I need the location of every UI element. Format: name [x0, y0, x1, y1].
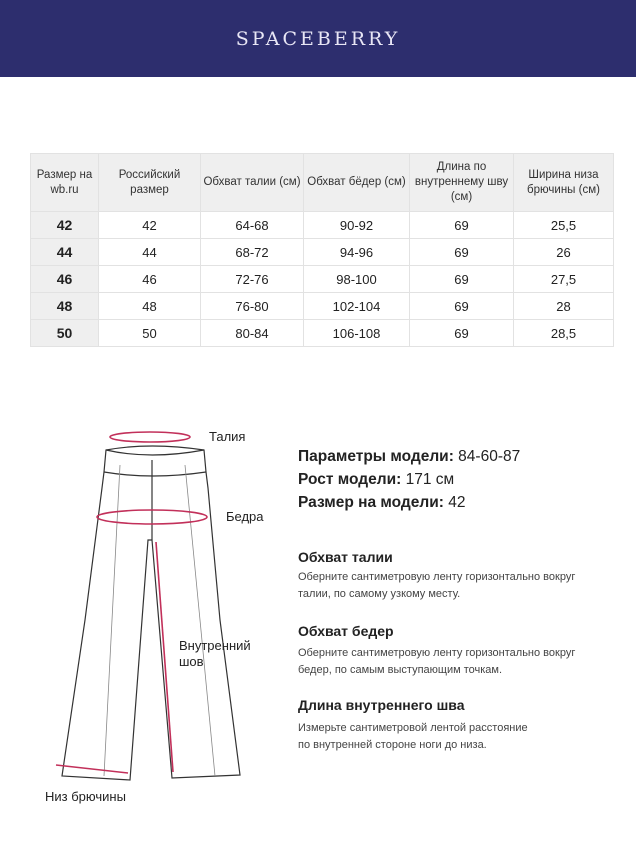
table-cell: 28 [513, 292, 614, 320]
label-waist: Талия [209, 429, 246, 444]
instr-hips-line1: Оберните сантиметровую ленту горизонталь… [298, 647, 576, 659]
instr-waist-line2: талии, по самому узкому месту. [298, 588, 461, 600]
column-header: Размер на wb.ru [30, 153, 99, 212]
table-row: 42 42 64-68 90-92 69 25,5 [30, 211, 614, 239]
table-cell: 44 [30, 238, 99, 266]
column-header: Обхват бёдер (см) [303, 153, 410, 212]
table-cell: 72-76 [200, 265, 304, 293]
table-row: 48 48 76-80 102-104 69 28 [30, 292, 614, 320]
table-cell: 42 [98, 211, 201, 239]
table-cell: 46 [30, 265, 99, 293]
table-cell: 28,5 [513, 319, 614, 347]
table-row: 50 50 80-84 106-108 69 28,5 [30, 319, 614, 347]
label-inseam-1: Внутренний [179, 638, 251, 653]
table-cell: 27,5 [513, 265, 614, 293]
table-cell: 69 [409, 265, 514, 293]
table-cell: 98-100 [303, 265, 410, 293]
table-row: 46 46 72-76 98-100 69 27,5 [30, 265, 614, 293]
column-header: Ширина низа брючины (см) [513, 153, 614, 212]
model-height: Рост модели: 171 см [298, 471, 454, 489]
column-header: Длина по внутреннему шву (см) [409, 153, 514, 212]
table-row: 44 44 68-72 94-96 69 26 [30, 238, 614, 266]
table-cell: 94-96 [303, 238, 410, 266]
table-cell: 50 [30, 319, 99, 347]
pants-diagram [55, 431, 241, 781]
instr-inseam-line2: по внутренней стороне ноги до низа. [298, 739, 487, 751]
table-cell: 48 [98, 292, 201, 320]
model-size-label: Размер на модели: [298, 494, 444, 511]
brand-logo: SPACEBERRY [235, 28, 401, 50]
instr-hips-title: Обхват бедер [298, 623, 394, 639]
brand-header: SPACEBERRY [0, 0, 636, 77]
column-header: Обхват талии (см) [200, 153, 304, 212]
label-hem: Низ брючины [45, 789, 126, 804]
table-cell: 102-104 [303, 292, 410, 320]
table-cell: 42 [30, 211, 99, 239]
table-cell: 64-68 [200, 211, 304, 239]
table-cell: 68-72 [200, 238, 304, 266]
label-inseam-2: шов [179, 654, 204, 669]
table-cell: 69 [409, 238, 514, 266]
table-cell: 76-80 [200, 292, 304, 320]
instr-waist-line1: Оберните сантиметровую ленту горизонталь… [298, 571, 576, 583]
instr-inseam-line1: Измерьте сантиметровой лентой расстояние [298, 722, 528, 734]
size-table: Размер на wb.ru Российский размер Обхват т… [30, 153, 614, 347]
table-cell: 90-92 [303, 211, 410, 239]
table-cell: 48 [30, 292, 99, 320]
table-cell: 25,5 [513, 211, 614, 239]
table-cell: 26 [513, 238, 614, 266]
table-cell: 46 [98, 265, 201, 293]
table-cell: 80-84 [200, 319, 304, 347]
table-cell: 69 [409, 292, 514, 320]
instr-hips-line2: бедер, по самым выступающим точкам. [298, 664, 503, 676]
table-cell: 69 [409, 319, 514, 347]
label-hips: Бедра [226, 509, 264, 524]
model-size: Размер на модели: 42 [298, 494, 466, 512]
model-height-value: 171 см [405, 471, 455, 488]
model-params-label: Параметры модели: [298, 448, 454, 465]
table-cell: 44 [98, 238, 201, 266]
model-params-value: 84-60-87 [458, 448, 521, 465]
model-params: Параметры модели: 84-60-87 [298, 448, 520, 466]
instr-waist-title: Обхват талии [298, 549, 393, 565]
table-cell: 69 [409, 211, 514, 239]
table-cell: 50 [98, 319, 201, 347]
instr-inseam-title: Длина внутреннего шва [298, 697, 465, 713]
table-header-row: Размер на wb.ru Российский размер Обхват т… [30, 153, 614, 212]
measure-lines [55, 431, 208, 774]
column-header: Российский размер [98, 153, 201, 212]
model-size-value: 42 [448, 494, 466, 511]
table-cell: 106-108 [303, 319, 410, 347]
model-height-label: Рост модели: [298, 471, 402, 488]
